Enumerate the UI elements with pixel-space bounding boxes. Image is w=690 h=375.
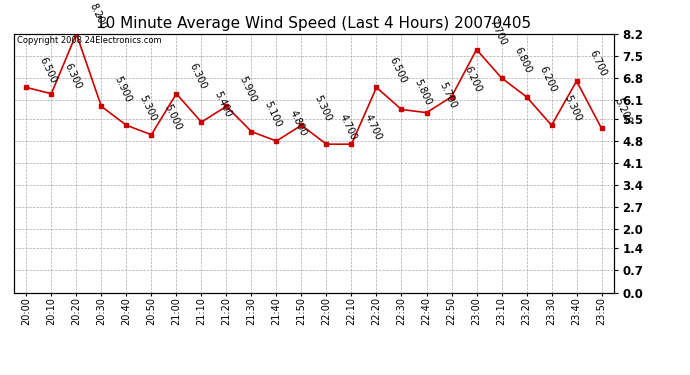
Text: Copyright 2008 24Electronics.com: Copyright 2008 24Electronics.com	[17, 36, 161, 45]
Text: 5.100: 5.100	[262, 99, 284, 129]
Text: 5.900: 5.900	[237, 74, 258, 104]
Text: 4.700: 4.700	[337, 112, 358, 141]
Text: 5.300: 5.300	[137, 93, 158, 123]
Text: 5.400: 5.400	[213, 90, 233, 119]
Text: 5.700: 5.700	[437, 81, 458, 110]
Text: 6.500: 6.500	[388, 56, 408, 85]
Text: 6.300: 6.300	[62, 62, 83, 91]
Text: 5.300: 5.300	[313, 93, 333, 123]
Text: 6.700: 6.700	[588, 49, 609, 78]
Text: 5.900: 5.900	[112, 74, 133, 104]
Text: 7.700: 7.700	[488, 17, 509, 47]
Text: 6.300: 6.300	[188, 62, 208, 91]
Text: 5.000: 5.000	[162, 103, 184, 132]
Text: 5.800: 5.800	[413, 78, 433, 107]
Text: 6.200: 6.200	[538, 65, 558, 94]
Title: 10 Minute Average Wind Speed (Last 4 Hours) 20070405: 10 Minute Average Wind Speed (Last 4 Hou…	[97, 16, 531, 31]
Text: 6.200: 6.200	[462, 65, 484, 94]
Text: 6.500: 6.500	[37, 56, 58, 85]
Text: 4.700: 4.700	[362, 112, 384, 141]
Text: 6.800: 6.800	[513, 46, 533, 75]
Text: 8.200: 8.200	[88, 2, 108, 31]
Text: 4.800: 4.800	[288, 109, 308, 138]
Text: 5.200: 5.200	[613, 96, 633, 126]
Text: 5.300: 5.300	[562, 93, 584, 123]
